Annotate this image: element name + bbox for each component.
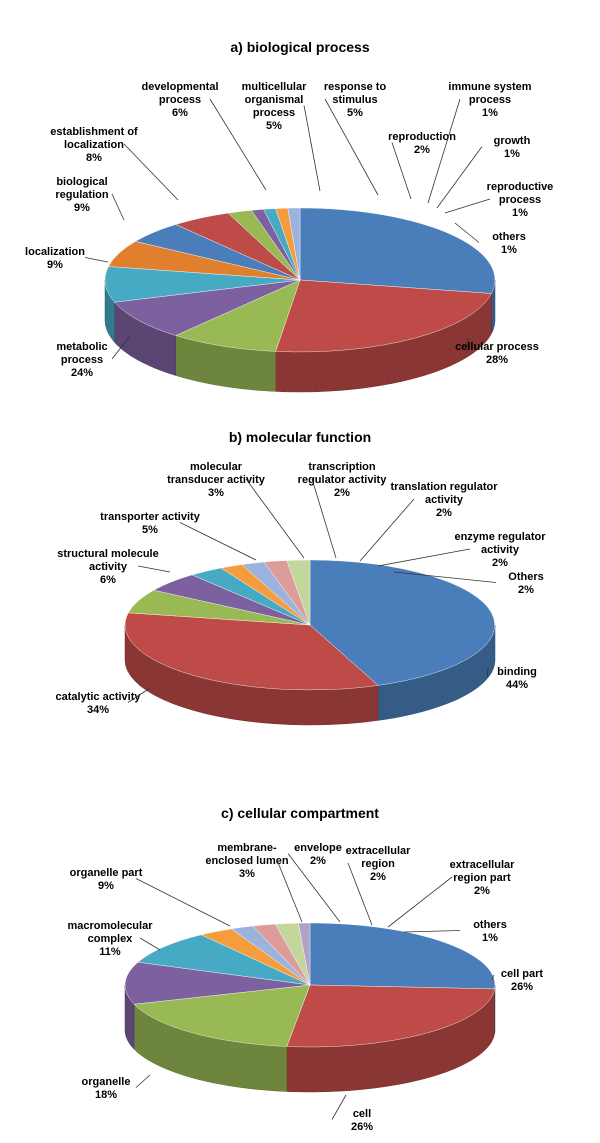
- slice-label: transcription regulator activity 2%: [298, 461, 388, 499]
- pie-slice: [114, 279, 301, 336]
- slice-label: developmental process 6%: [141, 81, 218, 119]
- slice-label: cell part 26%: [501, 968, 544, 993]
- pie-slice: [309, 922, 496, 990]
- leader-line: [444, 198, 491, 214]
- pie-slice: [286, 984, 495, 1048]
- pie-slice: [275, 279, 492, 353]
- slice-label: establishment of localization 8%: [50, 126, 138, 164]
- slice-label: growth 1%: [494, 135, 531, 160]
- pie-slice: [104, 266, 301, 303]
- slice-label: catalytic activity 34%: [56, 691, 142, 716]
- pie-slice: [286, 559, 311, 626]
- leader-line: [436, 146, 483, 209]
- pie-slice: [175, 279, 301, 352]
- slice-label: cellular process 28%: [455, 341, 539, 366]
- leader-line: [127, 687, 151, 703]
- slice-label: transporter activity 5%: [100, 511, 201, 536]
- leader-line: [111, 335, 131, 360]
- pie-slice: [124, 961, 311, 1005]
- leader-line: [287, 853, 341, 923]
- pie-slice: [287, 207, 301, 281]
- leader-line: [347, 862, 373, 926]
- slice-label: Others 2%: [508, 571, 543, 596]
- slice-label: extracellular region 2%: [346, 845, 412, 883]
- pie-slice: [124, 612, 379, 691]
- slice-label: organelle 18%: [82, 1076, 131, 1101]
- leader-line: [387, 876, 453, 928]
- leader-line: [135, 1074, 151, 1088]
- chart-title: b) molecular function: [229, 429, 371, 445]
- leader-line: [84, 257, 109, 263]
- slice-label: molecular transducer activity 3%: [167, 461, 266, 499]
- pie-slice: [137, 934, 311, 986]
- pie-slice: [298, 922, 311, 986]
- slice-label: multicellular organismal process 5%: [242, 81, 308, 132]
- chart-title: a) biological process: [230, 39, 369, 55]
- slice-label: structural molecule activity 6%: [57, 548, 158, 586]
- leader-line: [276, 859, 303, 923]
- slice-label: biological regulation 9%: [55, 176, 108, 214]
- slice-label: cell 26%: [351, 1108, 373, 1133]
- slice-label: enzyme regulator activity 2%: [454, 531, 546, 569]
- leader-line: [139, 937, 161, 951]
- leader-line: [391, 142, 412, 200]
- slice-label: macromolecular complex 11%: [68, 920, 154, 958]
- leader-line: [324, 98, 379, 196]
- leader-line: [137, 565, 171, 573]
- slice-label: localization 9%: [25, 246, 85, 271]
- pie-slice: [309, 559, 495, 686]
- slice-label: binding 44%: [497, 666, 537, 691]
- leader-line: [377, 548, 471, 567]
- leader-line: [393, 571, 497, 583]
- slice-label: reproductive process 1%: [487, 181, 554, 219]
- slice-label: metabolic process 24%: [56, 341, 107, 379]
- leader-line: [454, 222, 480, 243]
- slice-label: membrane-enclosed lumen 3%: [205, 842, 288, 880]
- chart-title: c) cellular compartment: [221, 805, 379, 821]
- slice-label: extracellular region part 2%: [450, 859, 516, 897]
- leader-line: [123, 143, 179, 201]
- leader-line: [427, 98, 461, 204]
- slice-label: response to stimulus 5%: [324, 81, 387, 119]
- slice-label: immune system process 1%: [448, 81, 531, 119]
- slice-label: reproduction 2%: [388, 131, 456, 156]
- slice-label: envelope 2%: [294, 842, 342, 867]
- slice-label: others 1%: [492, 231, 526, 256]
- cellular-compartment-pie-chart: c) cellular compartment cell part 26% cell…: [68, 805, 544, 1133]
- leader-line: [466, 337, 469, 353]
- leader-line: [403, 930, 461, 933]
- leader-line: [359, 498, 415, 562]
- leader-line: [303, 105, 321, 192]
- leader-line: [135, 878, 231, 927]
- leader-line: [486, 667, 489, 678]
- leader-line: [179, 522, 257, 561]
- pie-slice: [133, 984, 311, 1047]
- leader-line: [331, 1094, 347, 1120]
- leader-line: [245, 478, 305, 559]
- molecular-function-pie-chart: b) molecular function binding 44% catalyti…: [56, 429, 546, 726]
- leader-line: [491, 974, 495, 980]
- pie-slice: [299, 207, 496, 294]
- slice-label: translation regulator activity 2%: [391, 481, 499, 519]
- leader-line: [209, 98, 267, 191]
- leader-line: [311, 478, 337, 559]
- slice-label: others 1%: [473, 919, 507, 944]
- slice-label: organelle part 9%: [70, 867, 143, 892]
- biological-process-pie-chart: a) biological process cellular process 28…: [25, 39, 554, 393]
- leader-line: [111, 193, 125, 221]
